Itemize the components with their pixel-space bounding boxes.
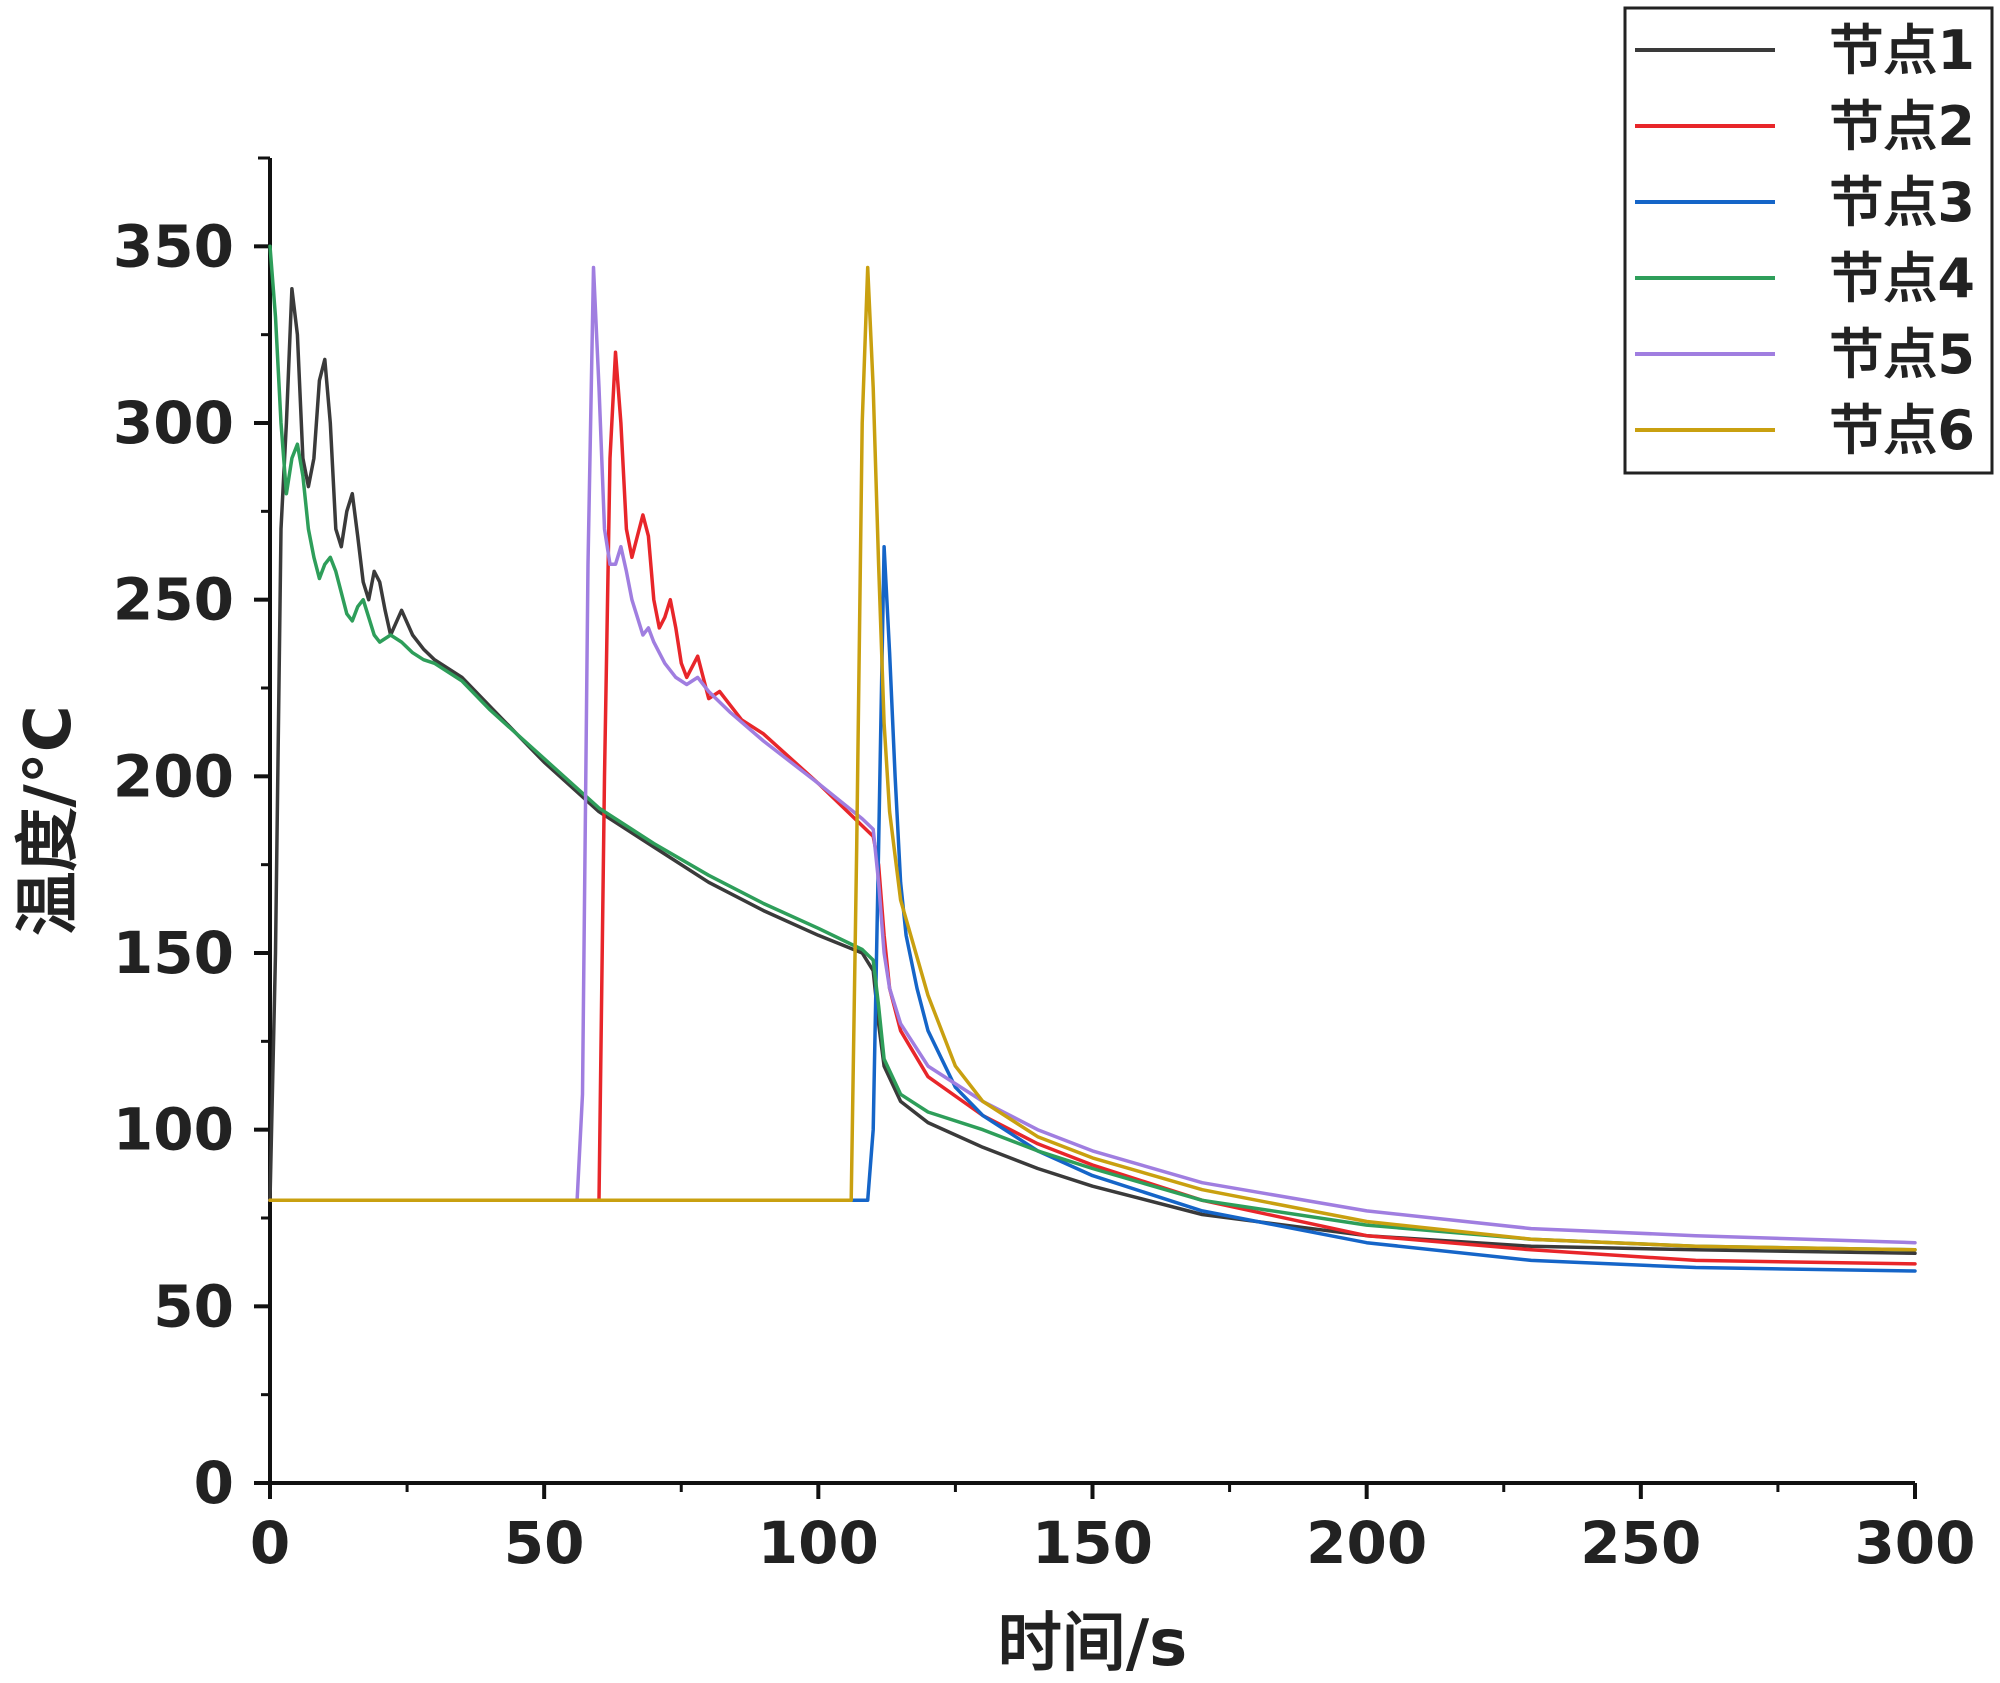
x-tick-label: 100 xyxy=(758,1509,879,1577)
x-tick-label: 50 xyxy=(504,1509,585,1577)
x-tick-label: 300 xyxy=(1854,1509,1975,1577)
y-tick-label: 250 xyxy=(113,566,234,634)
x-axis-title: 时间/s xyxy=(998,1607,1187,1681)
series-line-1 xyxy=(268,286,1917,1256)
series-layer xyxy=(268,244,1917,1273)
y-tick-label: 150 xyxy=(113,919,234,987)
legend: 节点1 节点2 节点3 节点4 节点5 节点6 xyxy=(1623,6,1994,475)
y-tick-label: 0 xyxy=(194,1449,234,1517)
series-line-6 xyxy=(268,265,1917,1252)
x-tick-label: 250 xyxy=(1580,1509,1701,1577)
x-ticks: 0 50 100 150 200 250 300 xyxy=(250,1483,1976,1577)
axes-layer: 0 50 100 150 200 250 300 350 0 50 100 150 200 250 300 xyxy=(113,156,1976,1577)
series-line-5 xyxy=(268,265,1917,1245)
x-tick-label: 200 xyxy=(1306,1509,1427,1577)
series-line-2 xyxy=(268,350,1917,1266)
x-tick-label: 150 xyxy=(1032,1509,1153,1577)
legend-label-1: 节点1 xyxy=(1829,19,1975,82)
legend-label-6: 节点6 xyxy=(1829,399,1975,462)
legend-label-4: 节点4 xyxy=(1829,247,1975,310)
legend-label-5: 节点5 xyxy=(1829,323,1975,386)
y-tick-label: 200 xyxy=(113,742,234,810)
y-ticks: 0 50 100 150 200 250 300 350 xyxy=(113,156,270,1517)
legend-label-2: 节点2 xyxy=(1829,95,1975,158)
legend-label-3: 节点3 xyxy=(1829,171,1975,234)
y-tick-label: 300 xyxy=(113,389,234,457)
y-tick-label: 50 xyxy=(153,1272,234,1340)
legend-box xyxy=(1623,6,1994,475)
y-axis-title: 温度/°C xyxy=(12,705,86,935)
y-tick-label: 100 xyxy=(113,1096,234,1164)
y-tick-label: 350 xyxy=(113,212,234,280)
series-line-3 xyxy=(268,544,1917,1273)
series-line-4 xyxy=(268,244,1917,1252)
legend-items: 节点1 节点2 节点3 节点4 节点5 节点6 xyxy=(1635,19,1975,462)
x-tick-label: 0 xyxy=(250,1509,290,1577)
